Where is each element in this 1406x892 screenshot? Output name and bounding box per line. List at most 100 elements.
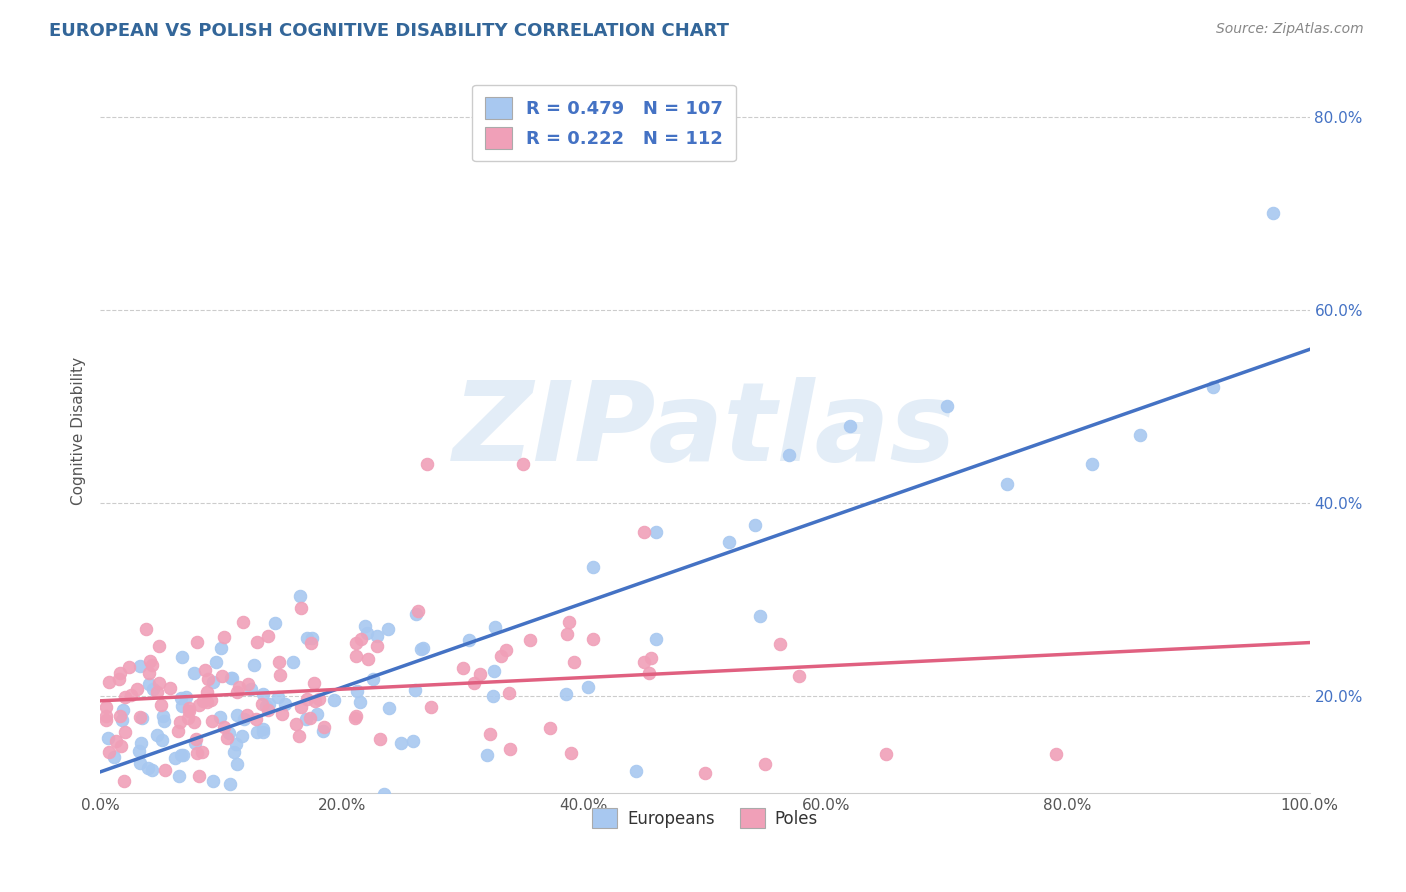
Point (356, 626, 378, 640)
Point (184, 731, 207, 746)
Point (183, 666, 205, 681)
Point (475, 747, 498, 762)
Point (111, 714, 134, 728)
Point (114, 724, 136, 739)
Point (110, 873, 132, 888)
Text: Source: ZipAtlas.com: Source: ZipAtlas.com (1216, 22, 1364, 37)
Point (562, 655, 585, 669)
Point (484, 620, 506, 634)
Text: ZIPatlas: ZIPatlas (453, 377, 956, 484)
Point (110, 739, 132, 754)
Point (226, 708, 249, 723)
Point (481, 690, 503, 704)
Point (344, 636, 367, 650)
Point (231, 730, 253, 744)
Point (274, 697, 297, 711)
Point (411, 641, 433, 656)
Y-axis label: Cognitive Disability: Cognitive Disability (72, 357, 86, 505)
Point (626, 764, 648, 778)
Point (150, 732, 173, 747)
Point (96, 713, 118, 727)
Point (169, 715, 191, 730)
Point (995, 476, 1018, 491)
Point (744, 518, 766, 533)
Point (131, 711, 153, 725)
Point (499, 741, 522, 756)
Point (468, 667, 491, 681)
Point (138, 676, 160, 690)
Point (202, 674, 225, 689)
Point (129, 736, 152, 750)
Point (186, 635, 208, 649)
Point (495, 642, 517, 657)
Point (378, 701, 401, 715)
Point (219, 777, 242, 791)
Point (139, 654, 162, 668)
Point (179, 701, 201, 715)
Point (212, 720, 235, 734)
Point (142, 682, 165, 697)
Point (201, 714, 224, 728)
Point (769, 637, 792, 651)
Legend: Europeans, Poles: Europeans, Poles (585, 801, 824, 835)
Point (172, 747, 194, 762)
Point (297, 631, 319, 645)
Point (519, 632, 541, 647)
Point (188, 769, 211, 783)
Point (138, 666, 160, 681)
Point (368, 732, 391, 747)
Point (212, 630, 235, 644)
Point (308, 692, 330, 706)
Point (197, 829, 219, 843)
Point (114, 690, 136, 704)
Point (134, 815, 156, 830)
Point (267, 690, 290, 704)
Text: EUROPEAN VS POLISH COGNITIVE DISABILITY CORRELATION CHART: EUROPEAN VS POLISH COGNITIVE DISABILITY … (49, 22, 730, 40)
Point (183, 714, 205, 729)
Point (357, 652, 380, 666)
Point (112, 773, 135, 788)
Point (108, 666, 131, 681)
Point (482, 664, 505, 678)
Point (366, 640, 388, 654)
Point (153, 764, 176, 778)
Point (254, 698, 277, 713)
Point (198, 829, 221, 843)
Point (186, 838, 208, 852)
Point (749, 609, 772, 624)
Point (232, 615, 254, 629)
Point (145, 685, 167, 699)
Point (246, 634, 269, 648)
Point (118, 660, 141, 674)
Point (167, 769, 190, 783)
Point (343, 711, 366, 725)
Point (233, 712, 256, 726)
Point (120, 689, 142, 703)
Point (145, 728, 167, 742)
Point (754, 756, 776, 771)
Point (103, 750, 125, 764)
Point (195, 685, 218, 699)
Point (582, 560, 605, 574)
Point (269, 668, 291, 682)
Point (105, 733, 128, 747)
Point (366, 629, 388, 643)
Point (225, 685, 247, 699)
Point (221, 671, 243, 685)
Point (419, 700, 441, 714)
Point (373, 787, 395, 801)
Point (209, 641, 232, 656)
Point (96, 709, 118, 723)
Point (1045, 747, 1067, 761)
Point (1202, 380, 1225, 394)
Point (135, 797, 157, 811)
Point (1081, 458, 1104, 472)
Point (194, 663, 217, 677)
Point (128, 744, 150, 758)
Point (290, 590, 312, 604)
Point (354, 619, 377, 633)
Point (312, 724, 335, 739)
Point (148, 640, 170, 654)
Point (174, 690, 197, 704)
Point (290, 699, 312, 714)
